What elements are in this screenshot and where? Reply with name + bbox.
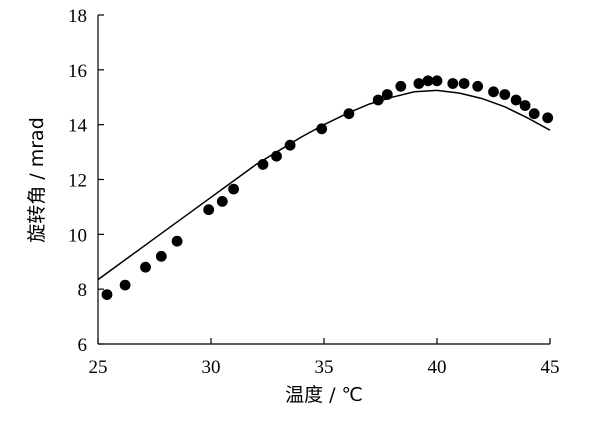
data-point [119,279,131,291]
x-axis-title: 温度 / ℃ [285,384,363,406]
y-tick-label: 10 [68,225,87,246]
data-point [257,159,269,170]
data-points [101,75,554,300]
x-tick-label: 30 [202,357,221,378]
data-point [228,183,240,195]
data-point [422,75,434,87]
data-point [203,204,215,216]
y-tick-label: 12 [68,171,87,192]
x-tick-label: 40 [428,357,447,378]
data-point [140,261,151,273]
y-ticks: 6 8 10 12 14 16 18 [68,6,104,356]
y-axis-title: 旋转角 / mrad [26,117,48,243]
data-point [472,80,484,92]
x-tick-label: 45 [541,357,560,378]
data-point [271,150,282,162]
data-point [528,108,540,120]
data-point [413,78,425,89]
data-point [343,108,355,120]
data-point [542,112,554,124]
data-point [431,75,443,87]
y-tick-label: 18 [68,6,87,27]
data-point [216,196,228,207]
data-point [519,100,531,111]
y-tick-label: 16 [68,61,87,82]
data-point [372,94,384,106]
data-point [510,94,522,106]
fit-curve-line [97,89,551,281]
x-tick-label: 35 [315,357,334,378]
x-ticks: 25 30 35 40 45 [89,338,560,378]
data-point [499,89,511,100]
data-point [155,250,167,262]
data-point [447,78,459,89]
data-point [458,78,470,89]
data-point [284,139,296,151]
y-tick-label: 8 [78,280,88,301]
y-tick-label: 6 [78,335,88,356]
data-point [101,289,113,300]
y-tick-label: 14 [68,116,88,137]
data-point [381,89,393,100]
fit-line-group [97,89,551,281]
data-point [171,235,183,247]
plot-frame [97,15,550,345]
data-point [395,80,407,92]
x-tick-label: 25 [89,357,108,378]
data-point [488,86,499,98]
data-point [316,123,328,135]
